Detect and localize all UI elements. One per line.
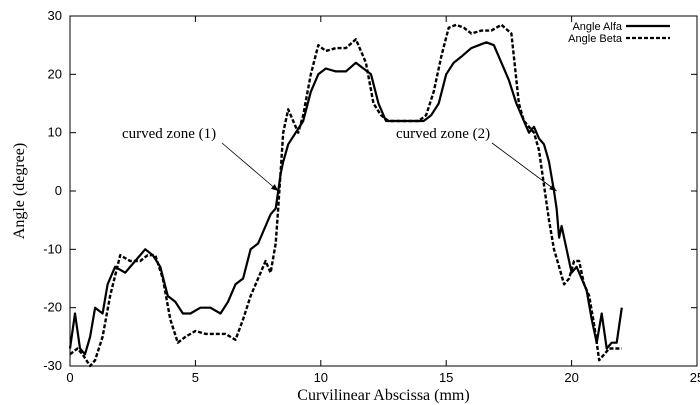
x-axis-title: Curvilinear Abscissa (mm) <box>297 387 469 404</box>
annotation-label: curved zone (1) <box>122 126 216 142</box>
x-tick-label: 20 <box>564 370 578 385</box>
x-tick-label: 5 <box>192 370 199 385</box>
y-axis-ticks: -30 -20 -10 0 10 20 30 <box>43 8 697 373</box>
series-line-angle-alfa <box>68 41 623 356</box>
y-tick-label: -20 <box>43 300 62 315</box>
x-tick-label: 10 <box>314 370 328 385</box>
y-tick-label: 0 <box>55 183 62 198</box>
x-tick-label: 15 <box>439 370 453 385</box>
y-tick-label: -30 <box>43 358 62 373</box>
y-axis-title: Angle (degree) <box>11 143 28 239</box>
x-tick-label: 0 <box>66 370 73 385</box>
x-tick-label: 25 <box>690 370 700 385</box>
y-tick-label: -10 <box>43 241 62 256</box>
legend-label: Angle Alfa <box>572 21 622 33</box>
annotation-label: curved zone (2) <box>396 126 490 142</box>
series-layer <box>68 23 623 368</box>
annotation-arrow-line <box>491 142 557 192</box>
y-tick-label: 20 <box>48 66 62 81</box>
annotation-arrowhead <box>549 184 557 191</box>
annotation-arrowhead <box>270 184 279 191</box>
annotation-arrow-line <box>221 142 279 192</box>
y-tick-label: 30 <box>48 8 62 23</box>
annotations: curved zone (1) curved zone (2) <box>122 126 557 192</box>
x-axis-ticks: 0 5 10 15 20 25 <box>66 16 700 385</box>
series-line-angle-beta <box>69 23 622 368</box>
plot-border <box>69 15 698 367</box>
y-tick-label: 10 <box>48 125 62 140</box>
plot-frame <box>69 15 698 367</box>
legend-label: Angle Beta <box>568 33 623 45</box>
